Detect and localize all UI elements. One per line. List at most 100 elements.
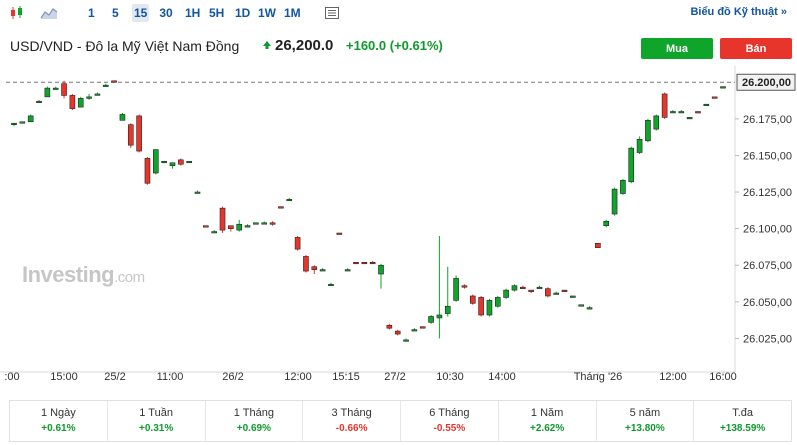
candlestick-icon[interactable] <box>8 4 26 22</box>
candle-body <box>236 223 243 231</box>
y-tick-label: 26.050,00 <box>743 297 792 309</box>
price-chart[interactable]: 26.175,00 26.150,00 26.125,00 26.100,00 26.0… <box>0 66 797 384</box>
candle-body <box>319 269 326 272</box>
y-tick-label: 26.025,00 <box>743 333 792 345</box>
candle-body <box>211 231 217 234</box>
performance-cell[interactable]: 1 Tháng +0.69% <box>206 401 304 441</box>
candle-body <box>294 237 301 250</box>
performance-change: -0.55% <box>433 423 466 434</box>
candle-body <box>44 87 51 98</box>
performance-cell[interactable]: 1 Năm +2.62% <box>499 401 597 441</box>
current-price-box <box>736 73 796 91</box>
performance-change: +13.80% <box>624 423 665 434</box>
timeframe-button-15[interactable]: 15 <box>132 4 150 22</box>
timeframe-button-30[interactable]: 30 <box>159 6 173 20</box>
price-change-abs: +160.0 <box>346 38 387 53</box>
performance-change: +0.31% <box>139 423 174 434</box>
candle-body <box>369 262 376 265</box>
performance-cell[interactable]: 1 Tuần +0.31% <box>108 401 206 441</box>
candle-body <box>111 80 117 83</box>
performance-cell[interactable]: 1 Ngày +0.61% <box>10 401 108 441</box>
x-tick-label: 15:15 <box>332 371 360 383</box>
buy-button[interactable]: Mua <box>641 38 713 59</box>
candle-body <box>636 139 643 153</box>
performance-cell[interactable]: T.đa +138.59% <box>694 401 791 441</box>
technical-chart-link[interactable]: Biểu đồ Kỹ thuật » <box>690 6 787 18</box>
candle-body <box>478 297 484 316</box>
timeframe-button-1d[interactable]: 1D <box>235 6 251 20</box>
candle-body <box>611 188 618 215</box>
price-change-pct: (+0.61%) <box>389 38 443 53</box>
candle-body <box>278 206 284 209</box>
timeframe-button-5[interactable]: 5 <box>112 6 119 20</box>
performance-cell[interactable]: 3 Tháng -0.66% <box>303 401 401 441</box>
candle-body <box>86 96 92 99</box>
candle-body <box>244 225 251 228</box>
candle-body <box>411 329 418 332</box>
candle-body <box>620 180 626 194</box>
performance-period: T.đa <box>732 407 754 419</box>
candle-body <box>269 222 276 225</box>
candle-body <box>161 160 167 164</box>
performance-period: 1 Tuần <box>139 407 173 419</box>
timeframe-button-1m[interactable]: 1M <box>284 6 301 20</box>
candle-body <box>469 295 476 304</box>
candle-body <box>628 147 635 183</box>
x-tick-label: :00 <box>4 371 19 383</box>
candle-body <box>328 283 334 286</box>
x-tick-label: 10:30 <box>436 371 464 383</box>
candle-body <box>186 160 192 164</box>
candle-body <box>695 111 701 114</box>
x-tick-label: 14:00 <box>488 371 516 383</box>
performance-change: +2.62% <box>530 423 565 434</box>
instrument-title: USD/VND - Đô la Mỹ Việt Nam Đồng <box>10 38 240 54</box>
candle-body <box>670 111 676 114</box>
instrument-header: USD/VND - Đô la Mỹ Việt Nam Đồng 26,200.… <box>0 36 797 58</box>
candle-body <box>178 159 184 165</box>
candle-body <box>653 115 660 130</box>
x-tick-label: 16:00 <box>709 371 737 383</box>
candle-body <box>144 158 151 184</box>
candle-body <box>436 314 443 319</box>
candle-body <box>361 262 368 265</box>
candle-body <box>77 98 84 108</box>
candle-body <box>520 286 526 289</box>
performance-change: +0.61% <box>41 423 76 434</box>
performance-change: +0.69% <box>236 423 271 434</box>
timeframe-button-5h[interactable]: 5H <box>209 6 225 20</box>
candle-body <box>378 264 384 275</box>
timeframe-button-1w[interactable]: 1W <box>258 6 276 20</box>
y-tick-label: 26.150,00 <box>743 150 792 162</box>
candle-body <box>394 330 401 335</box>
candle-body <box>561 289 568 292</box>
candle-body <box>678 111 685 114</box>
candle-body <box>403 339 409 342</box>
price-change: +160.0 (+0.61%) <box>346 38 443 53</box>
performance-period: 3 Tháng <box>331 407 372 419</box>
candle-body <box>661 93 668 118</box>
area-chart-icon[interactable] <box>40 4 58 22</box>
timeframe-button-1h[interactable]: 1H <box>185 6 201 20</box>
candle-body <box>419 326 426 329</box>
settings-grid-icon[interactable] <box>323 4 341 22</box>
candle-body <box>61 83 67 96</box>
last-price: 26,200.0 <box>275 37 334 54</box>
y-tick-label: 26.100,00 <box>743 224 792 236</box>
candle-body <box>11 122 17 126</box>
current-price-label: 26.200,00 <box>742 77 791 89</box>
candle-body <box>102 84 109 87</box>
candle-body <box>344 269 351 272</box>
candle-body <box>228 225 234 229</box>
chart-toolbar: 1 5 15 30 1H 5H 1D 1W 1M Biểu đồ Kỹ thuật » <box>0 0 797 26</box>
candle-body <box>127 124 134 146</box>
performance-cell[interactable]: 6 Tháng -0.55% <box>401 401 499 441</box>
candle-body <box>570 295 576 298</box>
timeframe-button-1[interactable]: 1 <box>88 6 95 20</box>
x-tick-label: 27/2 <box>384 371 405 383</box>
candlestick-chart[interactable]: 26.175,00 26.150,00 26.125,00 26.100,00 26.0… <box>0 66 797 384</box>
candle-body <box>52 87 59 90</box>
y-tick-label: 26.125,00 <box>743 187 792 199</box>
sell-button[interactable]: Bán <box>720 38 792 59</box>
candle-body <box>286 199 293 202</box>
performance-cell[interactable]: 5 năm +13.80% <box>597 401 695 441</box>
